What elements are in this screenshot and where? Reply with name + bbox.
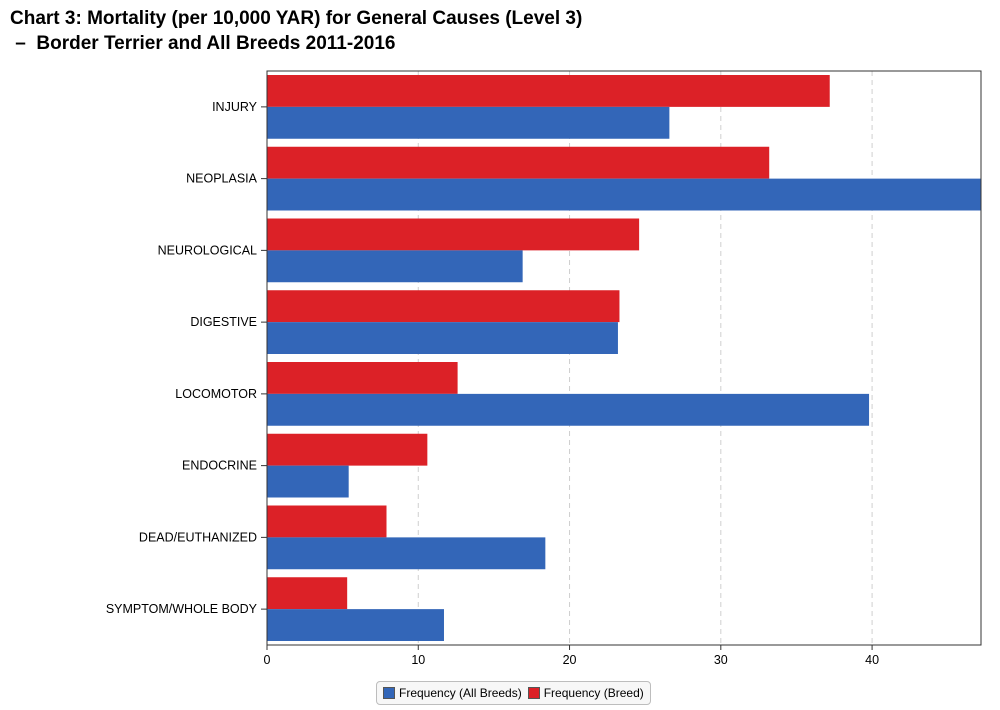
x-tick-label-4: 40	[865, 653, 879, 667]
bar-breed-digestive	[267, 290, 620, 323]
bar-all-breeds-digestive	[267, 322, 618, 354]
bar-all-breeds-locomotor	[267, 393, 870, 426]
bar-all-breeds-symptom-whole-body	[267, 609, 444, 641]
y-tick-label-neoplasia: NEOPLASIA	[186, 172, 258, 186]
legend-item-all-breeds: Frequency (All Breeds)	[383, 686, 522, 700]
x-tick-label-1: 10	[411, 653, 425, 667]
bar-breed-symptom-whole-body	[267, 577, 348, 610]
x-tick-label-2: 20	[563, 653, 577, 667]
y-tick-label-locomotor: LOCOMOTOR	[175, 387, 257, 401]
mortality-bar-chart: INJURY NEOPLASIA NEUROLOGICAL DIGESTIVE LOCO…	[106, 70, 982, 667]
y-tick-label-digestive: DIGESTIVE	[190, 315, 257, 329]
plot-frame	[266, 70, 982, 646]
y-tick-label-neurological: NEUROLOGICAL	[158, 243, 257, 257]
legend-swatch-all-breeds	[383, 687, 395, 699]
legend-label-all-breeds: Frequency (All Breeds)	[399, 686, 522, 700]
chart-title-line-1: Chart 3: Mortality (per 10,000 YAR) for …	[10, 8, 583, 29]
bar-all-breeds-dead-euthanized	[267, 537, 546, 570]
legend-label-breed: Frequency (Breed)	[543, 686, 644, 700]
chart-legend: Frequency (All Breeds) Frequency (Breed)	[376, 681, 651, 705]
legend-swatch-breed	[527, 687, 540, 699]
bar-breed-endocrine	[267, 433, 428, 466]
bar-breed-injury	[267, 75, 830, 107]
chart-title: Chart 3: Mortality (per 10,000 YAR) for …	[10, 6, 582, 56]
y-tick-label-dead-euthanized: DEAD/EUTHANIZED	[139, 530, 257, 544]
x-tick-label-0: 0	[264, 653, 271, 667]
legend-item-breed: Frequency (Breed)	[527, 686, 644, 700]
bar-all-breeds-endocrine	[267, 465, 349, 498]
bar-all-breeds-neurological	[267, 250, 523, 283]
bar-breed-dead-euthanized	[267, 505, 387, 538]
bar-breed-neoplasia	[267, 146, 770, 179]
y-tick-label-endocrine: ENDOCRINE	[182, 459, 257, 473]
bar-all-breeds-neoplasia	[267, 178, 981, 211]
y-tick-label-symptom-whole-body: SYMPTOM/WHOLE BODY	[106, 602, 258, 616]
y-tick-label-injury: INJURY	[212, 100, 258, 114]
x-tick-label-3: 30	[714, 653, 728, 667]
chart-title-line-2: – Border Terrier and All Breeds 2011-201…	[10, 33, 396, 54]
bar-breed-locomotor	[267, 362, 458, 394]
bar-all-breeds-injury	[267, 106, 670, 139]
bar-breed-neurological	[267, 218, 640, 251]
